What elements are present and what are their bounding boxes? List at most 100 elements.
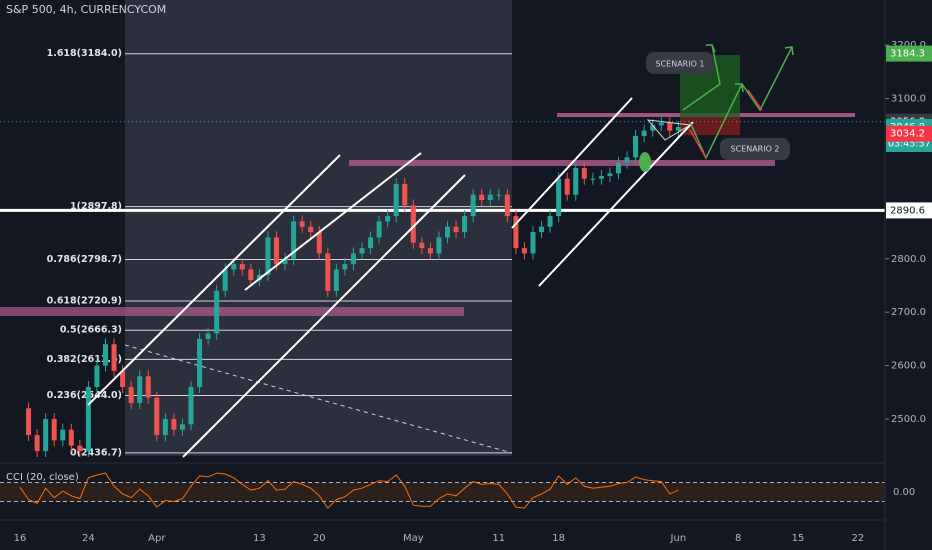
candle — [325, 253, 331, 291]
candle — [453, 226, 459, 233]
marker — [639, 152, 651, 172]
candle — [658, 122, 664, 126]
annotation-bubble — [646, 52, 714, 74]
x-tick-label: 22 — [852, 533, 865, 544]
candle — [282, 258, 288, 265]
candle — [573, 168, 579, 195]
price-label: 3184.3 — [890, 49, 925, 60]
fib-label: 0.382(2611.6) — [47, 354, 122, 365]
candle — [590, 178, 596, 180]
annotation: SCENARIO 2 — [730, 145, 779, 154]
x-tick-label: Jun — [670, 533, 687, 544]
fib-label: 0(2436.7) — [70, 447, 122, 458]
candle — [60, 429, 66, 441]
candle — [85, 386, 91, 452]
price-label: 3034.2 — [890, 129, 925, 140]
candle — [188, 386, 194, 425]
candle — [436, 237, 442, 254]
candle — [513, 216, 519, 249]
candle — [222, 269, 228, 291]
candle — [470, 194, 476, 217]
candle — [556, 178, 562, 217]
candle — [205, 333, 211, 339]
candle — [667, 122, 673, 131]
candle — [359, 248, 365, 254]
candle — [265, 237, 271, 275]
resistance-zone — [349, 160, 775, 166]
y-tick-label: 2500.0 — [891, 414, 926, 425]
candle — [316, 232, 322, 254]
candle — [103, 344, 108, 366]
candle — [530, 232, 536, 254]
candle — [154, 397, 160, 436]
candle — [350, 253, 356, 265]
candle — [675, 126, 681, 131]
candle — [393, 184, 399, 217]
fib-label: 1(2897.8) — [70, 201, 122, 212]
y-tick-label: 2600.0 — [891, 361, 926, 372]
candle — [607, 173, 613, 177]
annotation: SCENARIO 1 — [655, 60, 704, 69]
candle — [26, 408, 32, 436]
candle — [564, 178, 570, 195]
candle — [248, 269, 254, 281]
candle — [633, 135, 639, 158]
candle — [385, 216, 391, 222]
dashed-trendline — [124, 344, 513, 454]
price-label: 2890.6 — [890, 205, 925, 216]
x-tick-label: 18 — [552, 533, 565, 544]
x-tick-label: May — [403, 533, 424, 544]
cci-zero-label: 0.00 — [893, 487, 915, 498]
oscillator-pane — [0, 464, 885, 520]
candle — [51, 419, 57, 441]
candle — [239, 264, 245, 270]
x-tick-label: 24 — [82, 533, 95, 544]
price-label-box — [886, 45, 932, 62]
candle — [496, 194, 502, 196]
triangle — [646, 119, 692, 141]
x-tick-label: 15 — [792, 533, 805, 544]
candle — [231, 264, 237, 270]
candle — [291, 221, 297, 259]
candle — [598, 176, 604, 179]
scenario-arrows — [682, 44, 794, 160]
candle — [137, 376, 143, 403]
fib-label: 0.786(2798.7) — [47, 254, 122, 265]
candle — [581, 168, 587, 179]
candle — [77, 445, 83, 452]
candle — [120, 370, 126, 387]
price-label-box — [886, 202, 932, 219]
candle — [402, 184, 408, 206]
fib-label: 0.5(2666.3) — [60, 325, 122, 336]
candle — [214, 290, 220, 334]
candle — [171, 419, 177, 430]
candle — [410, 205, 416, 243]
candle — [641, 130, 647, 136]
candle — [68, 429, 74, 446]
y-tick-label: 3100.0 — [891, 94, 926, 105]
fib-label: 1.618(3184.0) — [47, 48, 122, 59]
cci-line — [19, 472, 679, 509]
annotation-bubble — [720, 138, 790, 160]
y-tick-label: 2800.0 — [891, 254, 926, 265]
indicator-label: CCI (20, close) — [6, 472, 79, 483]
candle — [504, 194, 510, 217]
x-tick-label: Apr — [148, 533, 166, 544]
candle — [111, 344, 117, 371]
candle — [256, 274, 262, 281]
candle — [427, 248, 433, 254]
candle — [179, 424, 185, 430]
candle — [368, 237, 374, 249]
candle — [521, 248, 527, 254]
candle — [624, 157, 630, 163]
candle — [539, 226, 545, 233]
candle — [145, 376, 151, 398]
countdown: 03:45:57 — [888, 138, 931, 149]
y-tick-label: 2700.0 — [891, 307, 926, 318]
cci-band — [0, 482, 885, 502]
x-tick-label: 8 — [735, 533, 741, 544]
candle — [616, 162, 621, 174]
candle — [128, 386, 134, 403]
candle — [445, 226, 450, 238]
